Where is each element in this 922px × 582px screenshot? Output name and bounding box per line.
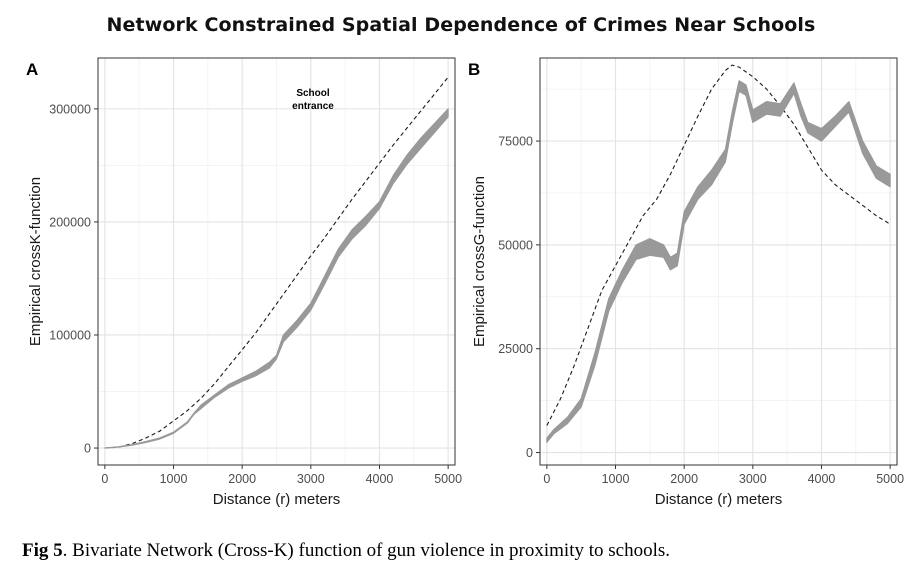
panel-a-observed-band	[104, 108, 449, 449]
panel-b-x-tick-label: 3000	[739, 472, 767, 486]
panel-b-x-tick-label: 2000	[670, 472, 698, 486]
panel-a-y-axis-title: Empirical crossK-function	[27, 177, 44, 346]
panel-a-expected-line	[104, 76, 449, 449]
caption-text: . Bivariate Network (Cross-K) function o…	[62, 540, 671, 561]
panel-b-border	[539, 57, 898, 466]
panel-b-observed-band	[546, 80, 891, 443]
panel-b-y-axis-title: Empirical crossG-function	[471, 176, 488, 347]
panel-a-y-tick-label: 100000	[49, 328, 91, 342]
panel-b-expected-line	[546, 64, 891, 426]
panel-label-a: A	[26, 60, 39, 79]
panel-a-x-tick-label: 4000	[366, 472, 394, 486]
panel-b-y-tick-label: 0	[526, 446, 533, 460]
panel-a-x-tick-label: 2000	[228, 472, 256, 486]
panel-b-x-tick-label: 0	[543, 472, 550, 486]
panel-label-b: B	[468, 60, 481, 79]
panel-a-x-tick-label: 1000	[160, 472, 188, 486]
panel-b-y-tick-label: 50000	[498, 238, 533, 252]
caption-label: Fig 5	[22, 540, 63, 561]
panel-a-y-tick-label: 0	[84, 442, 91, 456]
figure-caption: Fig 5. Bivariate Network (Cross-K) funct…	[22, 540, 670, 562]
panel-a-annotation-line: School	[296, 88, 330, 99]
panel-a-x-tick-label: 3000	[297, 472, 325, 486]
panel-a-x-axis-title: Distance (r) meters	[213, 491, 341, 508]
panel-a-plot: 0 1000 2000 3000 4000 5000 0 100000 200000 300000…	[27, 57, 462, 508]
panel-a-y-tick-label: 200000	[49, 215, 91, 229]
panel-b-x-tick-label: 1000	[602, 472, 630, 486]
panel-a-annotation-line: entrance	[292, 101, 334, 112]
panel-a-x-tick-label: 0	[101, 472, 108, 486]
panel-b-x-axis-title: Distance (r) meters	[655, 491, 783, 508]
panel-a-x-tick-label: 5000	[434, 472, 462, 486]
panel-b-x-tick-label: 4000	[808, 472, 836, 486]
panel-b-y-tick-label: 25000	[498, 342, 533, 356]
panel-b-x-tick-label: 5000	[876, 472, 904, 486]
panel-a-y-tick-label: 300000	[49, 102, 91, 116]
panel-b-plot: 0 1000 2000 3000 4000 50000250005000075000Dis…	[471, 57, 904, 508]
panel-a-border	[97, 57, 456, 466]
panel-b-y-tick-label: 75000	[498, 135, 533, 149]
figure-title: Network Constrained Spatial Dependence o…	[106, 14, 816, 36]
